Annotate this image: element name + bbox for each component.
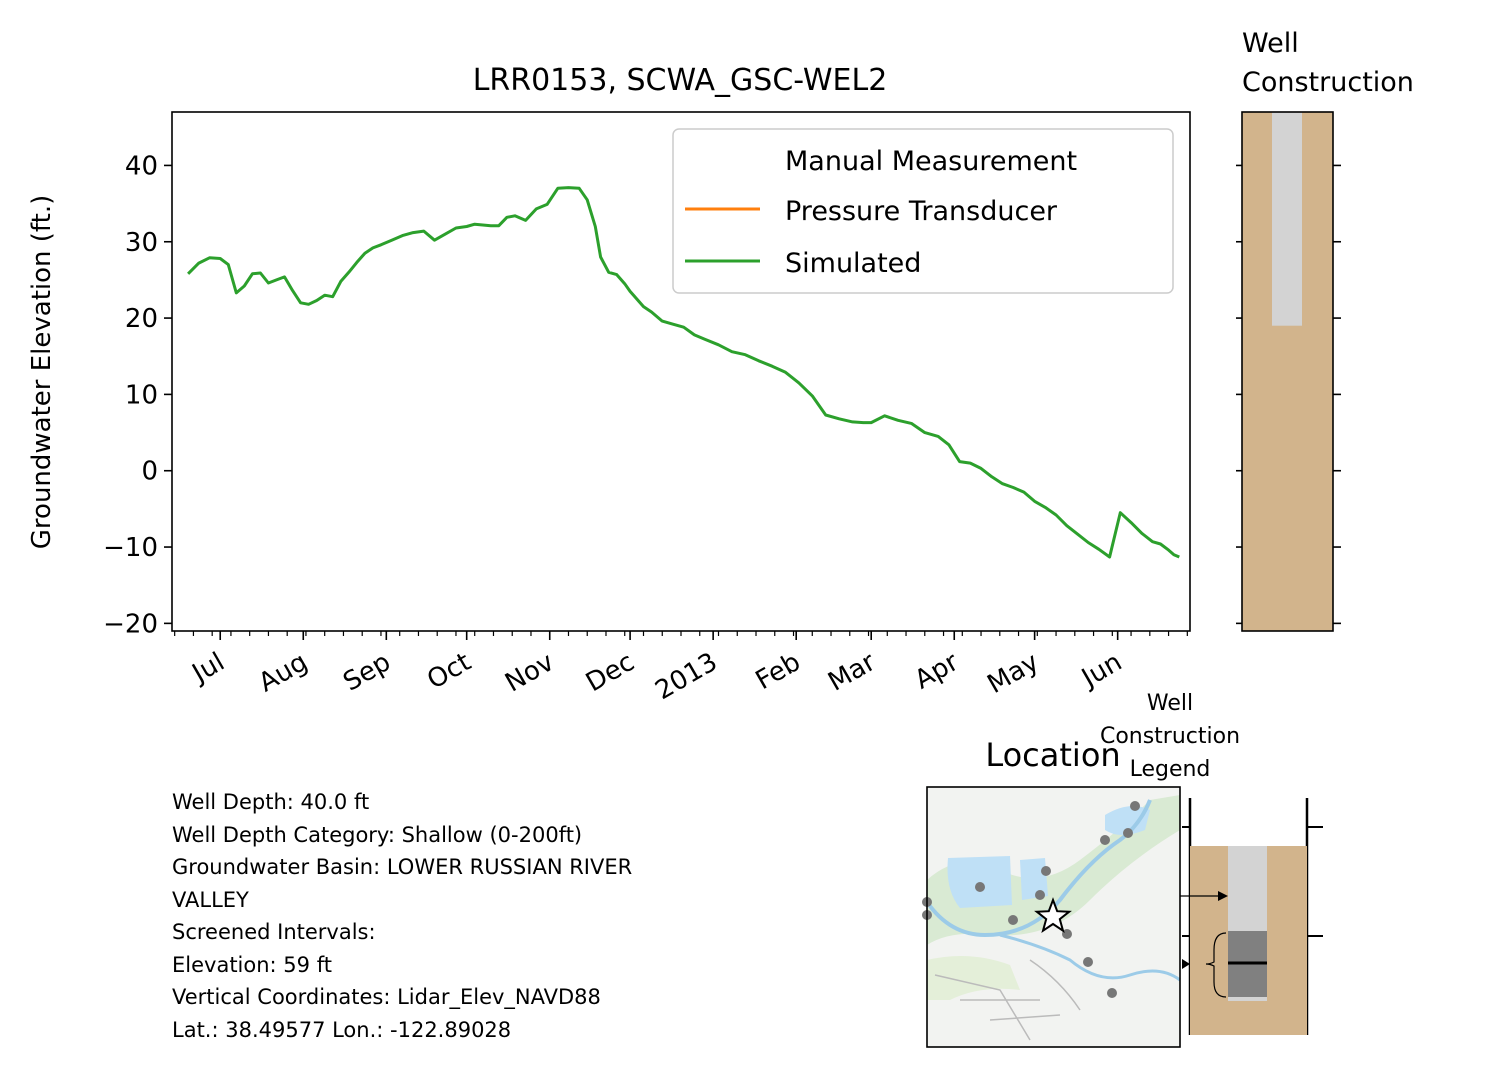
legend-label-transducer: Pressure Transducer <box>785 196 1058 227</box>
legend-arrowhead-icon <box>1218 891 1228 901</box>
legend-bracket <box>1205 932 1227 998</box>
map-well-dot <box>1123 828 1133 838</box>
legend-arrowhead-water-icon <box>1182 959 1190 969</box>
location-title: Location <box>985 736 1120 774</box>
x-tick-label: Apr <box>910 647 964 696</box>
info-vertical-coords: Vertical Coordinates: Lidar_Elev_NAVD88 <box>172 985 601 1009</box>
y-tick-label: −10 <box>103 533 158 563</box>
info-latlon: Lat.: 38.49577 Lon.: -122.89028 <box>172 1017 512 1042</box>
info-basin-line1: Groundwater Basin: LOWER RUSSIAN RIVER <box>172 855 633 879</box>
map-pond-2 <box>1020 858 1048 900</box>
well-construction-panel: Well Construction <box>1236 28 1414 632</box>
legend-label-manual: Manual Measurement <box>785 146 1077 177</box>
y-tick-label: 10 <box>125 380 158 410</box>
well-casing <box>1272 112 1302 326</box>
map-well-dot <box>1083 957 1093 967</box>
x-tick-label: Nov <box>500 647 559 698</box>
plot-frame <box>171 111 1191 632</box>
chart-title: LRR0153, SCWA_GSC-WEL2 <box>473 63 888 98</box>
well-construction-title-line1: Well <box>1242 28 1299 59</box>
y-axis-label: Groundwater Elevation (ft.) <box>27 195 57 549</box>
x-tick-label: Sep <box>338 647 395 697</box>
x-tick-label: Mar <box>823 647 881 698</box>
series-line-simulated <box>187 186 1180 559</box>
legend-panel-title-line1: Well <box>1147 691 1193 716</box>
well-frame <box>1241 111 1334 632</box>
map-pond-3 <box>1105 806 1150 835</box>
x-tick-label: May <box>983 647 1045 700</box>
y-tick-label: 0 <box>141 457 158 487</box>
legend-panel-title-line3: Legend <box>1130 757 1211 782</box>
well-construction-title-line2: Construction <box>1242 67 1414 98</box>
info-elevation: Elevation: 59 ft <box>172 952 332 977</box>
x-tick-label: Aug <box>254 647 313 698</box>
map-well-dot <box>1008 915 1018 925</box>
map-star-icon <box>1034 897 1072 934</box>
map-river-south <box>999 933 1181 982</box>
y-tick-label: 20 <box>125 304 158 334</box>
map-well-dot <box>1041 866 1051 876</box>
x-tick-label: Feb <box>751 647 806 696</box>
map-frame <box>926 786 1181 1048</box>
x-tick-label: Jul <box>186 647 230 690</box>
map-well-dot <box>975 882 985 892</box>
legend-label-simulated: Simulated <box>785 248 921 279</box>
map-well-dot <box>1107 988 1117 998</box>
map-well-dot <box>1100 835 1110 845</box>
map-well-dot <box>1035 890 1045 900</box>
map-well-dot <box>1062 929 1072 939</box>
location-panel: Location <box>922 736 1181 1048</box>
info-depth-category: Well Depth Category: Shallow (0-200ft) <box>172 822 583 847</box>
info-basin-line2: VALLEY <box>172 887 249 912</box>
well-info: Well Depth: 40.0 ft Well Depth Category:… <box>172 786 632 1046</box>
legend-panel-title-line2: Construction <box>1100 724 1240 749</box>
x-tick-label: Oct <box>422 647 476 695</box>
x-tick-label: Dec <box>581 647 640 698</box>
x-tick-label: 2013 <box>650 647 722 706</box>
x-tick-label: Jun <box>1075 647 1127 694</box>
legend: Manual Measurement Pressure Transducer S… <box>672 128 1174 294</box>
info-screened: Screened Intervals: <box>172 920 376 944</box>
y-tick-label: 40 <box>125 151 158 181</box>
y-tick-label: 30 <box>125 228 158 258</box>
map-well-dot <box>1130 801 1140 811</box>
map-roads <box>934 959 1081 1041</box>
y-tick-label: −20 <box>103 609 158 639</box>
legend-frame <box>672 128 1174 294</box>
map-pond-1 <box>947 856 1012 908</box>
well-construction-legend: Well Construction Legend <box>1100 691 1323 1035</box>
info-well-depth: Well Depth: 40.0 ft <box>172 790 370 814</box>
map-green-area-2 <box>927 956 1020 1000</box>
